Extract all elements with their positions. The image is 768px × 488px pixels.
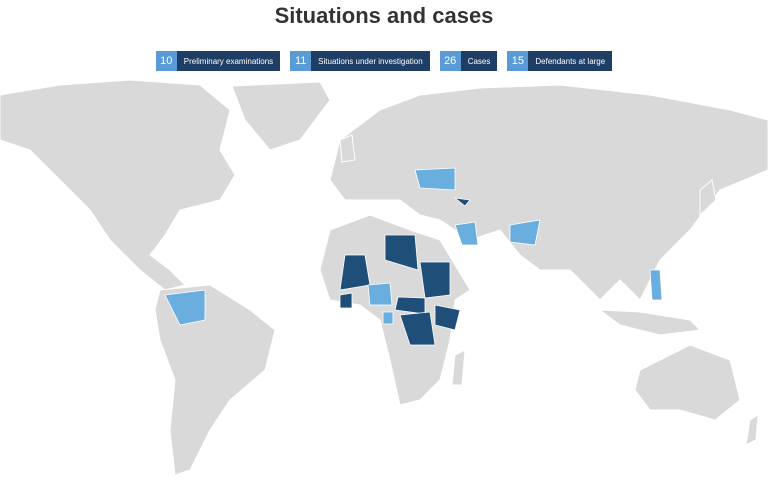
libya [384, 234, 419, 271]
australia [634, 344, 741, 421]
legend-count: 15 [507, 51, 529, 71]
legend-count: 11 [290, 51, 312, 71]
legend-label: Preliminary examinations [176, 51, 281, 71]
iraq [454, 221, 479, 246]
mali [339, 254, 371, 291]
north-america [0, 80, 236, 291]
georgia [453, 197, 471, 207]
legend-item: 26 Cases [439, 51, 498, 71]
title: Situations and cases [274, 3, 494, 28]
venezuela-colombia [164, 289, 206, 326]
legend-count: 26 [439, 51, 461, 71]
new-zealand [745, 414, 759, 446]
drc [399, 311, 436, 346]
uk [339, 134, 356, 163]
cote-divoire [339, 292, 353, 309]
kenya-uganda [434, 304, 461, 331]
afghanistan [509, 219, 541, 246]
indonesia [598, 309, 702, 336]
legend-item: 10 Preliminary examinations [155, 51, 281, 71]
south-america [154, 284, 276, 476]
eurasia [329, 84, 768, 301]
japan [699, 179, 717, 217]
gabon [382, 311, 394, 325]
legend: 10 Preliminary examinations 11 Situations u… [0, 51, 768, 71]
legend-count: 10 [155, 51, 177, 71]
sudan [419, 261, 451, 299]
legend-item: 15 Defendants at large [507, 51, 613, 71]
ukraine [414, 167, 456, 191]
legend-label: Defendants at large [528, 51, 613, 71]
world-map [0, 80, 768, 476]
legend-label: Cases [460, 51, 498, 71]
legend-label: Situations under investigation [311, 51, 430, 71]
nigeria [367, 282, 393, 306]
legend-item: 11 Situations under investigation [290, 51, 430, 71]
madagascar [451, 349, 466, 386]
philippines [649, 269, 663, 301]
greenland [231, 81, 331, 151]
